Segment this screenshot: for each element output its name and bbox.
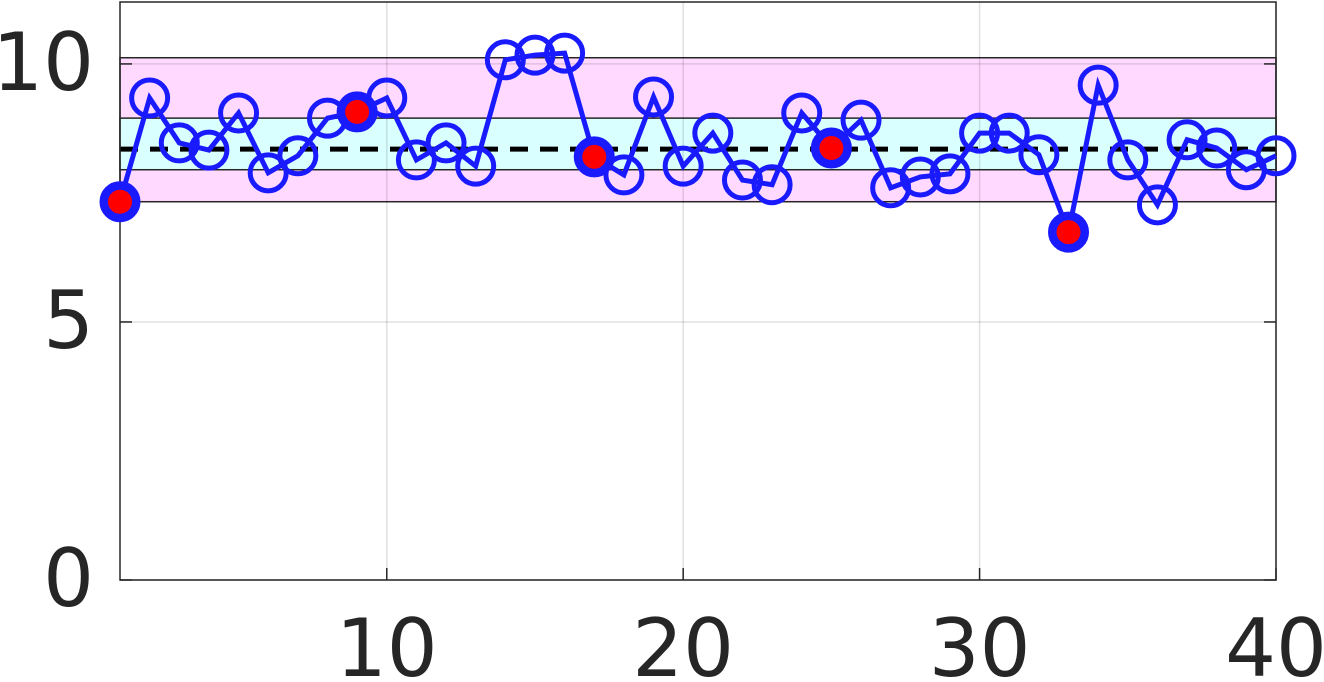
marker (899, 156, 941, 198)
x-tick-label: 40 (1225, 602, 1324, 682)
marker (188, 129, 230, 171)
marker (1136, 184, 1178, 226)
marker (218, 92, 260, 134)
marker (929, 153, 971, 195)
marker (1166, 119, 1208, 161)
marker (455, 145, 497, 187)
highlight-marker (1048, 212, 1089, 253)
marker (395, 139, 437, 181)
marker (544, 32, 586, 74)
marker (1018, 134, 1060, 176)
marker (721, 159, 763, 201)
marker (425, 122, 467, 164)
highlight-marker (811, 128, 852, 169)
marker (603, 154, 645, 196)
marker (840, 99, 882, 141)
series-line (117, 50, 1278, 242)
highlight-marker (337, 91, 378, 132)
marker (1077, 64, 1119, 106)
axes-box (119, 1, 1277, 581)
marker (514, 34, 556, 76)
marker (959, 112, 1001, 154)
y-tick-label: 10 (0, 16, 94, 109)
highlight-marker (574, 136, 615, 177)
marker (781, 92, 823, 134)
marker (988, 112, 1030, 154)
y-tick-label: 5 (43, 274, 94, 367)
marker (158, 122, 200, 164)
x-tick-label: 30 (929, 602, 1031, 682)
y-tick-label: 0 (43, 532, 94, 625)
x-tick-label: 20 (632, 602, 734, 682)
x-tick-label: 10 (336, 602, 438, 682)
marker (692, 112, 734, 154)
marker (633, 76, 675, 118)
marker (277, 135, 319, 177)
marker (1107, 139, 1149, 181)
highlight-marker (100, 181, 140, 222)
marker (1196, 127, 1238, 169)
marker (662, 145, 704, 187)
marker (751, 164, 793, 206)
marker (1255, 135, 1297, 177)
marker (484, 39, 526, 81)
marker (247, 152, 289, 194)
marker (129, 77, 171, 119)
